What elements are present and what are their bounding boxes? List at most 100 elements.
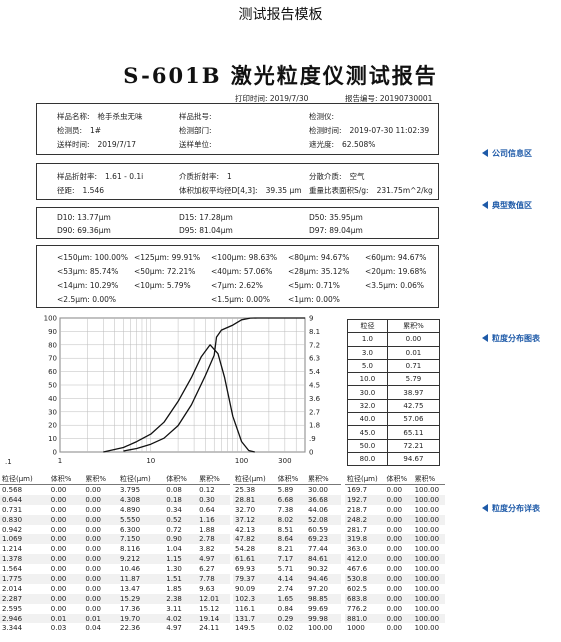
table-cell: 149.5 — [235, 624, 256, 633]
table-cell: 0.00 — [50, 545, 67, 554]
table-cell: 0.01 — [386, 345, 441, 360]
table-cell: 80.0 — [347, 451, 388, 467]
passing-value: <53μm: 85.74% — [57, 267, 119, 276]
table-cell: 0.00 — [384, 494, 413, 505]
table-row: 2.595 0.00 0.00 — [0, 604, 118, 614]
column-header: 累积% — [83, 474, 118, 485]
table-cell: 0.02 — [277, 624, 294, 633]
table-cell: 60.59 — [307, 525, 329, 534]
y-right-tick-label: 9 — [309, 315, 313, 323]
table-cell: 100.00 — [414, 584, 440, 593]
table-cell: 44.06 — [307, 505, 329, 514]
table-row: 3.344 0.03 0.04 — [0, 623, 118, 633]
x-tick-label: 10 — [146, 457, 155, 465]
passing-value: <7μm: 2.62% — [211, 281, 263, 290]
table-cell: 97.20 — [307, 584, 329, 593]
axis-labels: 100 990 8.180 7.270 6.360 5.450 4.540 3.630 2.72… — [5, 315, 321, 467]
y-left-tick-label: 80 — [48, 341, 57, 349]
column-header: 粒径(μm) — [0, 474, 49, 485]
table-row: 40.0 57.06 — [347, 412, 441, 427]
table-row: 45.0 65.11 — [347, 425, 441, 440]
table-row: 467.6 0.00 100.00 — [345, 564, 445, 574]
table-row: 192.7 0.00 100.00 — [345, 494, 445, 505]
y-left-tick-label: 90 — [48, 328, 57, 336]
column-header: 体积% — [48, 474, 84, 485]
y-left-tick-label: 40 — [48, 395, 57, 403]
table-cell: 5.0 — [347, 358, 388, 374]
y-right-tick-label: 3.6 — [309, 395, 321, 403]
table-cell: 100.00 — [414, 604, 440, 613]
table-cell: 4.14 — [275, 574, 306, 584]
table-cell: 90.09 — [235, 584, 256, 593]
y-right-tick-label: 1.8 — [309, 422, 320, 430]
table-row: 530.8 0.00 100.00 — [345, 574, 445, 584]
table-cell: 72.21 — [386, 438, 441, 453]
table-cell: 77.44 — [307, 545, 329, 554]
y-left-tick-label: 100 — [44, 315, 57, 323]
column-header: 粒径(μm) — [118, 474, 165, 485]
table-cell: 8.64 — [275, 534, 306, 545]
table-cell: 0.731 — [2, 505, 23, 514]
table-row: 69.93 5.71 90.32 — [233, 564, 341, 574]
table-cell: 100.00 — [414, 565, 440, 574]
arrow-left-icon — [482, 149, 488, 157]
table-cell: 2.74 — [277, 584, 294, 593]
table-row: 412.0 0.00 100.00 — [345, 554, 445, 565]
table-row: 5.550 0.52 1.16 — [118, 514, 230, 525]
d97-value: D97: 89.04μm — [309, 226, 363, 235]
table-row: 683.8 0.00 100.00 — [345, 593, 445, 604]
table-cell: 19.70 — [118, 613, 165, 624]
table-row: 3.0 0.01 — [347, 345, 441, 360]
table-cell: 99.69 — [307, 604, 329, 613]
table-cell: 0.568 — [2, 485, 23, 494]
arrow-left-icon — [482, 334, 488, 342]
table-cell: 3.344 — [2, 624, 23, 633]
table-cell: 0.00 — [384, 593, 413, 604]
passing-value: <60μm: 94.67% — [365, 253, 427, 262]
column-header: 累积% — [197, 474, 230, 485]
table-cell: 0.00 — [386, 584, 403, 593]
table-cell: 0.00 — [83, 593, 118, 604]
medium-refractive-index-field: 介质折射率: 1 — [179, 172, 232, 181]
table-cell: 0.00 — [386, 545, 403, 554]
table-cell: 0.00 — [48, 554, 84, 565]
table-cell: 94.46 — [305, 574, 341, 584]
table-cell: 7.78 — [197, 574, 230, 584]
table-cell: 4.02 — [164, 613, 198, 624]
d95-value: D95: 81.04μm — [179, 226, 233, 235]
table-cell: 4.97 — [166, 624, 182, 633]
table-cell: 0.00 — [386, 624, 403, 633]
range-field: 径距: 1.546 — [57, 186, 105, 195]
table-cell: 5.79 — [386, 372, 441, 387]
particle-size-chart: 100 990 8.180 7.270 6.360 5.450 4.540 3.630 2.72… — [5, 315, 321, 467]
table-cell: 0.00 — [50, 485, 67, 494]
table-row: 50.0 72.21 — [347, 438, 441, 453]
y-right-tick-label: 0 — [309, 449, 313, 457]
table-cell: 1.88 — [199, 525, 215, 534]
table-row: 2.946 0.01 0.01 — [0, 613, 118, 624]
passing-value: <20μm: 19.68% — [365, 267, 427, 276]
table-cell: 17.36 — [120, 604, 141, 613]
table-cell: 776.2 — [347, 604, 368, 613]
table-header-row: 粒径(μm) 体积% 累积% — [233, 474, 341, 485]
table-cell: 98.85 — [305, 593, 341, 604]
table-row: 602.5 0.00 100.00 — [345, 584, 445, 594]
table-cell: 47.82 — [233, 534, 276, 545]
table-row: 7.150 0.90 2.78 — [118, 534, 230, 545]
table-row: 0.942 0.00 0.00 — [0, 525, 118, 535]
x-extra-label: .1 — [5, 458, 12, 466]
table-cell: 10.0 — [347, 372, 388, 387]
table-cell: 99.98 — [305, 613, 341, 624]
table-cell: 0.00 — [50, 565, 67, 574]
column-header: 累积% — [386, 318, 441, 334]
table-row: 42.13 8.51 60.59 — [233, 525, 341, 535]
x-tick-label: 300 — [278, 457, 291, 465]
table-cell: 116.1 — [235, 604, 256, 613]
table-row: 8.116 1.04 3.82 — [118, 544, 230, 554]
table-row: 0.568 0.00 0.00 — [0, 485, 118, 495]
table-cell: 319.8 — [345, 534, 385, 545]
table-cell: 100.00 — [412, 593, 445, 604]
table-cell: 42.13 — [235, 525, 256, 534]
table-cell: 1.378 — [0, 554, 49, 565]
table-cell: 11.87 — [118, 574, 165, 584]
